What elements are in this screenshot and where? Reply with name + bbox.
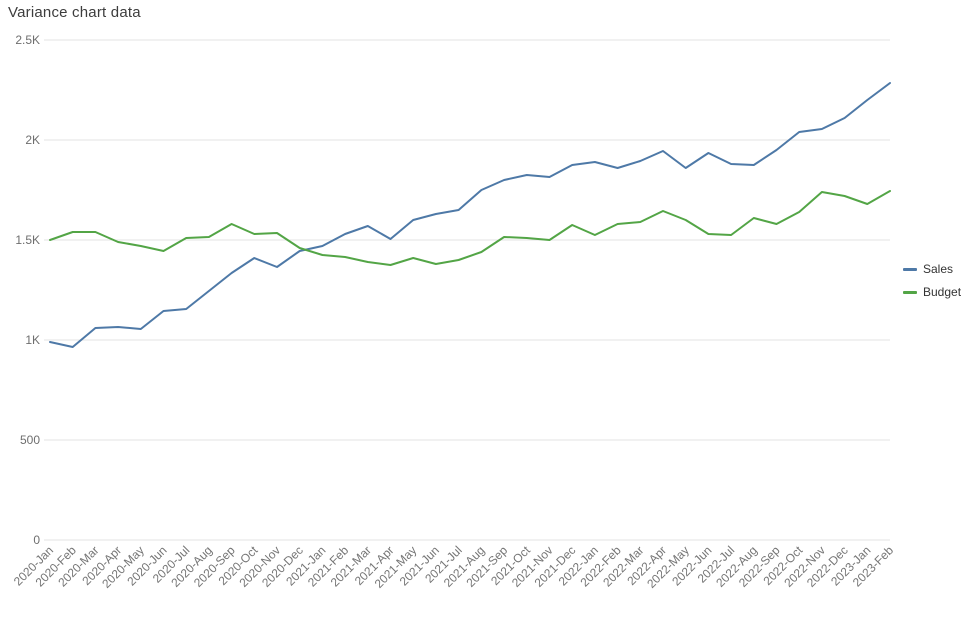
- chart-title: Variance chart data: [8, 4, 141, 21]
- legend-item-sales[interactable]: Sales: [903, 262, 961, 276]
- y-axis-tick-label: 1.5K: [15, 233, 40, 247]
- y-axis-tick-label: 1K: [25, 333, 40, 347]
- y-axis-tick-label: 2K: [25, 133, 40, 147]
- y-axis-tick-label: 0: [33, 533, 40, 547]
- y-axis-tick-label: 500: [20, 433, 40, 447]
- legend-label-budget: Budget: [923, 285, 962, 299]
- series-line-budget[interactable]: [49, 190, 891, 266]
- chart-legend: Sales Budget: [903, 262, 961, 299]
- legend-item-budget[interactable]: Budget: [903, 285, 961, 299]
- budget-line-swatch-icon: [903, 290, 917, 294]
- sales-line-swatch-icon: [903, 267, 917, 271]
- y-axis-tick-label: 2.5K: [15, 33, 40, 47]
- legend-label-sales: Sales: [923, 262, 954, 276]
- series-line-sales[interactable]: [49, 82, 891, 348]
